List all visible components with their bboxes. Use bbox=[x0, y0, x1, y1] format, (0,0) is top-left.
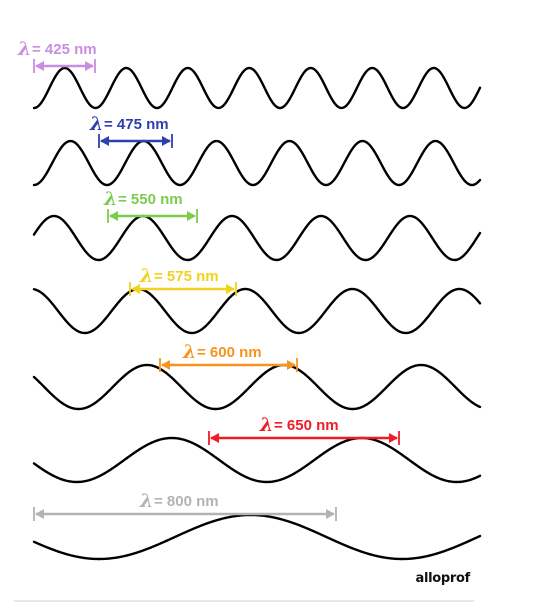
wave-curve-800 bbox=[32, 513, 482, 561]
lambda-symbol-650: λ bbox=[259, 414, 273, 436]
wavelength-marker-800: λ = 800 nm bbox=[33, 489, 337, 521]
wave-row-425: λ = 425 nm bbox=[16, 37, 482, 110]
wavelength-marker-575: λ = 575 nm bbox=[129, 264, 237, 296]
wave-curve-650 bbox=[32, 436, 482, 484]
wavelength-label-425: = 425 nm bbox=[32, 41, 97, 58]
wavelength-label-650: = 650 nm bbox=[274, 417, 339, 434]
wavelength-marker-600: λ = 600 nm bbox=[159, 340, 298, 372]
arrowhead-left-475 bbox=[100, 136, 109, 146]
wave-curve-425 bbox=[32, 66, 482, 110]
wavelength-label-550: = 550 nm bbox=[118, 191, 183, 208]
wavelength-label-575: = 575 nm bbox=[154, 268, 219, 285]
wavelength-label-600: = 600 nm bbox=[197, 344, 262, 361]
arrowhead-left-800 bbox=[35, 509, 44, 519]
wavelength-label-800: = 800 nm bbox=[154, 493, 219, 510]
wavelength-marker-425: λ = 425 nm bbox=[16, 37, 98, 73]
lambda-symbol-800: λ bbox=[139, 490, 153, 512]
arrowhead-right-600 bbox=[287, 360, 296, 370]
wavelength-marker-550: λ = 550 nm bbox=[102, 187, 198, 223]
arrowhead-right-425 bbox=[85, 61, 94, 71]
arrowhead-left-425 bbox=[35, 61, 44, 71]
arrowhead-left-550 bbox=[109, 211, 118, 221]
wavelength-label-475: = 475 nm bbox=[104, 116, 169, 133]
alloprof-logo: alloprof bbox=[415, 571, 470, 586]
lambda-symbol-550: λ bbox=[103, 188, 117, 210]
lambda-symbol-475: λ bbox=[89, 113, 103, 135]
wavelength-marker-650: λ = 650 nm bbox=[208, 413, 400, 445]
wave-curve-475 bbox=[32, 139, 482, 187]
wave-row-800: λ = 800 nm bbox=[32, 489, 482, 561]
wave-curve-600 bbox=[32, 363, 482, 411]
wave-row-575: λ = 575 nm bbox=[32, 264, 482, 335]
wave-curve-575 bbox=[32, 287, 482, 335]
lambda-symbol-575: λ bbox=[139, 265, 153, 287]
arrowhead-right-800 bbox=[326, 509, 335, 519]
arrowhead-left-575 bbox=[131, 284, 140, 294]
wave-row-475: λ = 475 nm bbox=[32, 112, 482, 187]
lambda-symbol-600: λ bbox=[182, 341, 196, 363]
wave-curve-550 bbox=[32, 214, 482, 262]
arrowhead-right-550 bbox=[187, 211, 196, 221]
wave-row-650: λ = 650 nm bbox=[32, 413, 482, 484]
wavelength-marker-475: λ = 475 nm bbox=[88, 112, 173, 148]
wave-row-550: λ = 550 nm bbox=[32, 187, 482, 262]
wave-row-600: λ = 600 nm bbox=[32, 340, 482, 411]
arrowhead-right-575 bbox=[226, 284, 235, 294]
arrowhead-left-650 bbox=[210, 433, 219, 443]
lambda-symbol-425: λ bbox=[17, 38, 31, 60]
arrowhead-left-600 bbox=[161, 360, 170, 370]
arrowhead-right-475 bbox=[162, 136, 171, 146]
arrowhead-right-650 bbox=[389, 433, 398, 443]
